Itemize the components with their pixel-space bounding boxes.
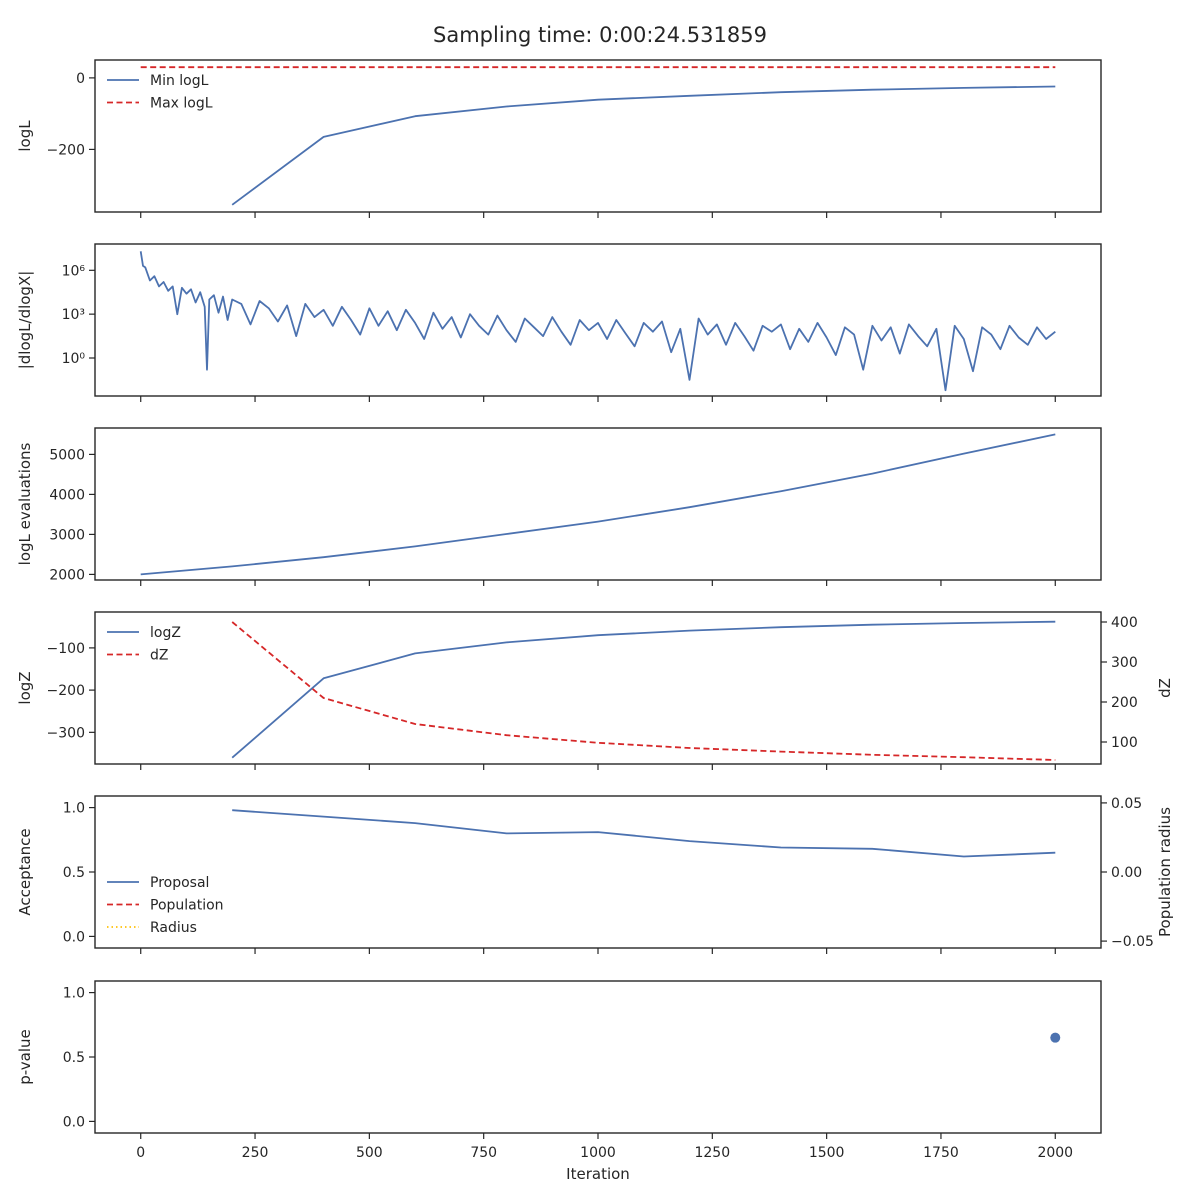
panel-4: −100 −200 −300 400 300 200 100 dZ logZ logZ dZ bbox=[16, 611, 1174, 770]
y-tick-label: 1.0 bbox=[63, 801, 85, 817]
series-line-data bbox=[139, 251, 1056, 392]
legend-label: dZ bbox=[150, 648, 168, 664]
y2-axis-label: dZ bbox=[1156, 678, 1174, 698]
y2-tick-label: 100 bbox=[1111, 735, 1138, 751]
y-tick-label: 0.5 bbox=[63, 865, 85, 881]
y-axis-label: logZ bbox=[16, 671, 34, 704]
y-tick-label: 4000 bbox=[49, 487, 85, 503]
legend-label: Radius bbox=[150, 920, 197, 936]
panel-frame bbox=[94, 980, 1102, 1134]
y-tick-label: −200 bbox=[47, 142, 85, 158]
panel-frame bbox=[94, 427, 1102, 581]
data-point-marker bbox=[1050, 1032, 1061, 1043]
y-tick-label: 10³ bbox=[62, 307, 85, 323]
x-tick-label: 1250 bbox=[694, 1145, 730, 1161]
x-tick-label: 2000 bbox=[1037, 1145, 1073, 1161]
series-line-data bbox=[140, 433, 1056, 576]
x-tick-label: 1000 bbox=[580, 1145, 616, 1161]
y-axis-label: p-value bbox=[16, 1029, 34, 1085]
legend-label: Population bbox=[150, 898, 224, 914]
x-axis-label: Iteration bbox=[566, 1165, 630, 1183]
panel-6: 1.0 0.5 0.0 p-value bbox=[16, 980, 1102, 1139]
y-tick-label: −300 bbox=[47, 725, 85, 741]
panel-frame bbox=[94, 243, 1102, 397]
series-line-logz bbox=[231, 620, 1056, 759]
y2-axis-label: Population radius bbox=[1156, 807, 1174, 937]
series-line-dz bbox=[231, 621, 1056, 761]
y2-tick-label: −0.05 bbox=[1111, 934, 1154, 950]
y-tick-label: 0 bbox=[76, 71, 85, 87]
chart-panels: 0 −200 logL Min logL Max logL 10⁰ 10³ 10⁶ |dlogL… bbox=[16, 59, 1174, 1161]
legend-label: Max logL bbox=[150, 96, 213, 112]
legend-label: Min logL bbox=[150, 73, 209, 89]
y-tick-label: −100 bbox=[47, 641, 85, 657]
x-tick-label: 0 bbox=[136, 1145, 145, 1161]
y2-tick-label: 400 bbox=[1111, 615, 1138, 631]
y2-tick-label: 0.05 bbox=[1111, 796, 1142, 812]
x-tick-label: 500 bbox=[356, 1145, 383, 1161]
legend-label: Proposal bbox=[150, 875, 209, 891]
y-tick-label: 5000 bbox=[49, 447, 85, 463]
y-axis-label: Acceptance bbox=[16, 828, 34, 915]
y-tick-label: 3000 bbox=[49, 527, 85, 543]
chart-title: Sampling time: 0:00:24.531859 bbox=[433, 23, 767, 47]
legend-label: logZ bbox=[150, 625, 181, 641]
y2-tick-label: 200 bbox=[1111, 695, 1138, 711]
y-tick-label: 10⁶ bbox=[62, 263, 86, 279]
y2-tick-label: 0.00 bbox=[1111, 865, 1142, 881]
y-axis-label: logL evaluations bbox=[16, 442, 34, 565]
x-tick-label: 1500 bbox=[809, 1145, 845, 1161]
panel-1: 0 −200 logL Min logL Max logL bbox=[16, 59, 1102, 218]
x-tick-label: 750 bbox=[470, 1145, 497, 1161]
series-line-min-logl bbox=[231, 85, 1056, 206]
y-tick-label: 0.5 bbox=[63, 1050, 85, 1066]
panel-3: 2000 3000 4000 5000 logL evaluations bbox=[16, 427, 1102, 586]
y2-tick-label: 300 bbox=[1111, 655, 1138, 671]
y-tick-label: 2000 bbox=[49, 567, 85, 583]
panel-2: 10⁰ 10³ 10⁶ |dlogL/dlogX| bbox=[16, 243, 1102, 402]
panel-frame bbox=[94, 795, 1102, 949]
y-tick-label: 1.0 bbox=[63, 986, 85, 1002]
y-axis-label: |dlogL/dlogX| bbox=[16, 271, 34, 370]
panel-frame bbox=[94, 59, 1102, 213]
y-tick-label: 0.0 bbox=[63, 1114, 85, 1130]
y-tick-label: 0.0 bbox=[63, 929, 85, 945]
x-tick-label: 1750 bbox=[923, 1145, 959, 1161]
x-tick-label: 250 bbox=[242, 1145, 269, 1161]
y-tick-label: −200 bbox=[47, 683, 85, 699]
series-line-proposal bbox=[232, 809, 1056, 858]
y-axis-label: logL bbox=[16, 120, 34, 152]
y-tick-label: 10⁰ bbox=[62, 351, 86, 367]
